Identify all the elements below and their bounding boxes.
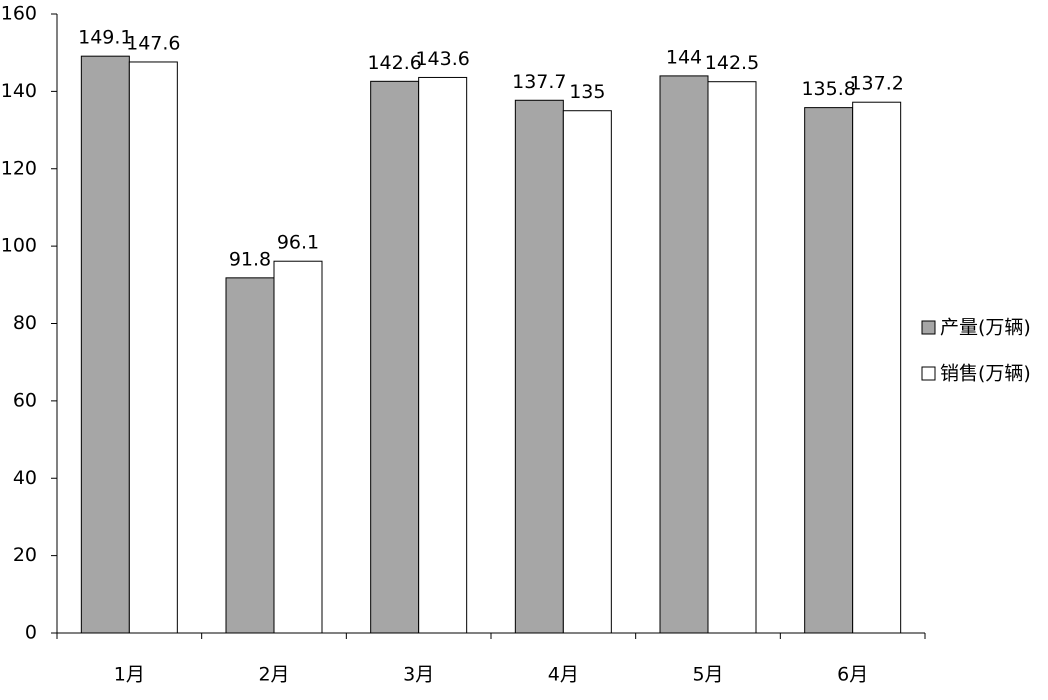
bar bbox=[659, 75, 709, 634]
y-tick-label: 80 bbox=[13, 312, 37, 334]
bar bbox=[418, 76, 468, 634]
legend-label: 销售(万辆) bbox=[940, 363, 1031, 385]
x-tick-label: 4月 bbox=[548, 664, 579, 686]
bar bbox=[80, 55, 130, 634]
y-tick-label: 0 bbox=[25, 622, 37, 644]
y-tick-label: 20 bbox=[13, 544, 37, 566]
legend-swatch bbox=[921, 366, 936, 381]
y-tick-label: 120 bbox=[1, 157, 37, 179]
bar bbox=[562, 110, 612, 634]
value-label: 147.6 bbox=[126, 32, 180, 54]
y-tick-label: 140 bbox=[1, 80, 37, 102]
value-label: 143.6 bbox=[415, 48, 469, 70]
value-label: 144 bbox=[666, 46, 702, 68]
bar bbox=[225, 277, 275, 634]
value-label: 135.8 bbox=[801, 78, 855, 100]
value-label: 96.1 bbox=[277, 232, 319, 254]
value-label: 91.8 bbox=[229, 248, 271, 270]
value-label: 137.7 bbox=[512, 71, 566, 93]
x-tick-label: 6月 bbox=[837, 664, 868, 686]
bar bbox=[273, 260, 323, 634]
bar bbox=[128, 61, 178, 634]
bar bbox=[370, 80, 420, 634]
legend-label: 产量(万辆) bbox=[940, 317, 1031, 339]
x-tick-label: 3月 bbox=[403, 664, 434, 686]
value-label: 149.1 bbox=[78, 27, 132, 49]
value-label: 142.5 bbox=[705, 52, 759, 74]
value-label: 135 bbox=[569, 81, 605, 103]
value-label: 137.2 bbox=[849, 73, 903, 95]
y-tick-label: 160 bbox=[1, 3, 37, 25]
y-tick-label: 40 bbox=[13, 467, 37, 489]
y-tick-label: 100 bbox=[1, 235, 37, 257]
x-tick-label: 2月 bbox=[258, 664, 289, 686]
bar bbox=[804, 107, 854, 634]
legend-swatch bbox=[921, 320, 936, 335]
value-label: 142.6 bbox=[367, 52, 421, 74]
y-tick-label: 60 bbox=[13, 389, 37, 411]
bar bbox=[707, 81, 757, 634]
bar bbox=[852, 101, 902, 634]
x-tick-label: 5月 bbox=[692, 664, 723, 686]
x-tick-label: 1月 bbox=[114, 664, 145, 686]
bar bbox=[514, 99, 564, 634]
